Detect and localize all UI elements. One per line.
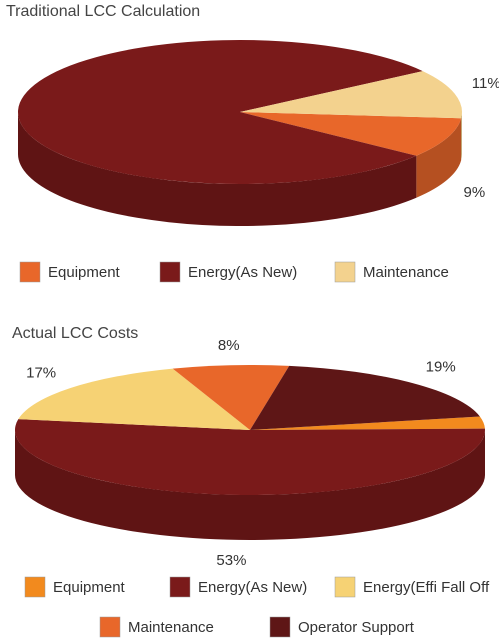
slice — [172, 365, 290, 430]
data-label: 19% — [426, 359, 456, 376]
legend-label: Maintenance — [128, 619, 214, 636]
chart-title: Traditional LCC Calculation — [6, 3, 200, 20]
slice-side — [461, 112, 462, 161]
data-label: 53% — [216, 552, 246, 569]
slice-side — [416, 118, 462, 198]
legend-label: Maintenance — [363, 264, 449, 281]
slice — [17, 40, 423, 185]
legend-swatch — [99, 616, 121, 638]
slice — [14, 419, 486, 496]
legend-swatch — [334, 261, 356, 283]
data-label: 8% — [218, 337, 240, 354]
chart-title: Actual LCC Costs — [12, 325, 138, 342]
legend-label: Operator Support — [298, 619, 415, 636]
legend-label: Energy(As New) — [198, 579, 307, 596]
legend-swatch — [159, 261, 181, 283]
slice — [250, 365, 480, 430]
data-label: 9% — [464, 184, 486, 201]
legend-swatch — [334, 576, 356, 598]
legend-swatch — [169, 576, 191, 598]
data-label: 17% — [26, 365, 56, 382]
legend-label: Energy(As New) — [188, 264, 297, 281]
legend-swatch — [269, 616, 291, 638]
data-label: 11% — [472, 75, 499, 92]
slice-side — [17, 112, 417, 226]
slice — [240, 112, 462, 156]
slice — [250, 416, 485, 430]
legend-swatch — [24, 576, 46, 598]
slice — [240, 71, 462, 119]
legend-label: Equipment — [48, 264, 121, 281]
slice-side — [15, 430, 485, 540]
legend-swatch — [19, 261, 41, 283]
legend-label: Equipment — [53, 579, 126, 596]
legend-label: Energy(Effi Fall Off — [363, 579, 490, 596]
slice — [18, 368, 251, 430]
